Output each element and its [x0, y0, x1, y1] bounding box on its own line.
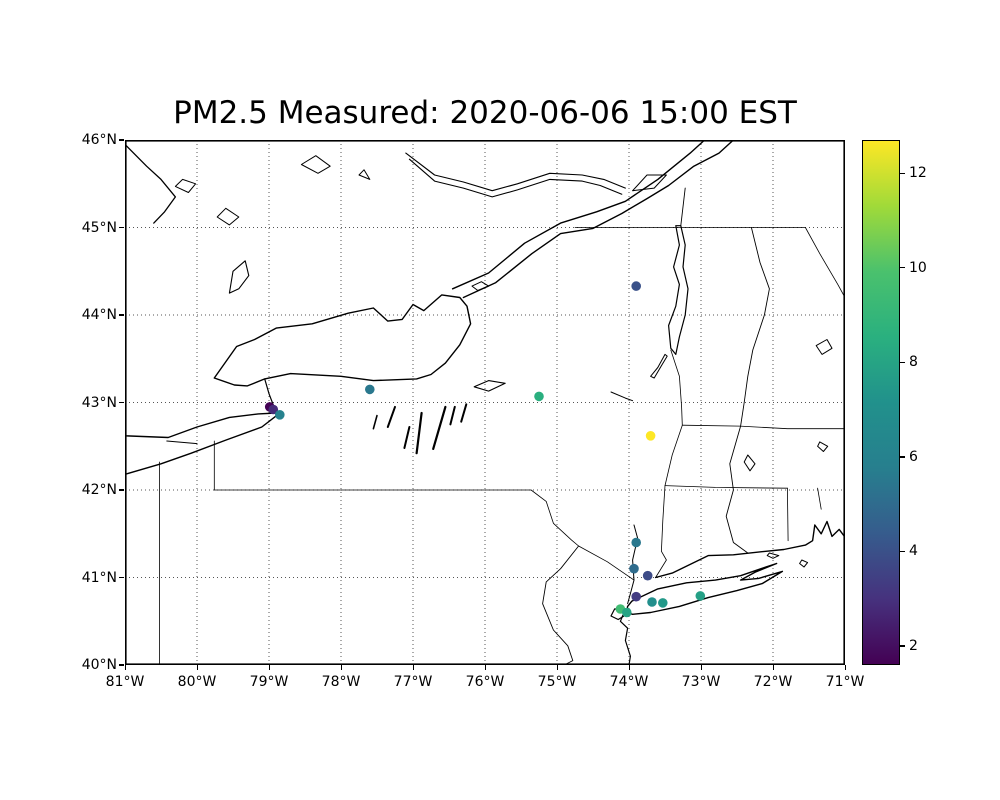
pm25-measurement-point [365, 384, 375, 395]
y-tick-label: 43°N [81, 394, 117, 411]
x-tick-label: 74°W [609, 674, 649, 690]
pm25-measurement-point [658, 598, 668, 608]
pm25-measurement-point [645, 431, 656, 441]
pm25-measurement-point [622, 607, 632, 618]
y-tick-label: 45°N [81, 219, 117, 236]
y-tick-label: 42°N [81, 482, 117, 498]
x-tick-label: 77°W [393, 674, 433, 690]
colorbar [862, 140, 900, 665]
pm25-measurement-point [631, 591, 641, 602]
x-tick-label: 76°W [465, 674, 505, 690]
pm25-measurement-point [268, 404, 279, 415]
y-tick-mark [119, 664, 124, 666]
x-tick-mark [341, 665, 343, 670]
y-tick-mark [119, 226, 124, 229]
x-tick-mark [485, 665, 487, 670]
x-tick-mark [269, 665, 271, 670]
colorbar-tick-mark [900, 172, 905, 174]
y-tick-label: 46°N [81, 132, 117, 148]
pm25-measurement-point [631, 537, 641, 548]
x-tick-label: 71°W [825, 674, 865, 690]
x-tick-mark [125, 665, 127, 670]
y-tick-label: 41°N [81, 569, 117, 586]
colorbar-tick-mark [900, 456, 905, 458]
colorbar-tick-mark [900, 361, 905, 363]
y-tick-mark [119, 576, 124, 579]
colorbar-tick-mark [900, 645, 905, 647]
x-tick-label: 72°W [753, 674, 793, 690]
colorbar-tick-label: 10 [909, 259, 927, 276]
pm25-measurement-point [647, 597, 657, 607]
colorbar-tick-mark [900, 550, 905, 553]
x-tick-mark [629, 665, 631, 670]
pm25-measurement-point [695, 591, 706, 601]
y-tick-mark [119, 139, 124, 141]
colorbar-tick-label: 2 [909, 638, 918, 655]
x-tick-label: 79°W [249, 674, 289, 690]
chart-title: PM2.5 Measured: 2020-06-06 15:00 EST [173, 95, 797, 131]
x-tick-mark [413, 665, 415, 670]
map-outlines [125, 140, 845, 665]
x-tick-label: 81°W [105, 674, 145, 690]
scatter-points [264, 281, 706, 618]
x-tick-mark [845, 665, 847, 670]
x-tick-mark [773, 665, 775, 670]
pm25-measurement-point [275, 410, 285, 420]
grid-lines [125, 140, 845, 665]
x-tick-label: 78°W [321, 674, 361, 690]
colorbar-tick-label: 12 [909, 165, 927, 182]
colorbar-tick-mark [900, 267, 905, 269]
map-plot [125, 140, 845, 665]
plot-border [125, 140, 845, 665]
pm25-measurement-point [642, 570, 653, 581]
x-tick-label: 73°W [681, 674, 721, 690]
map-canvas [125, 140, 845, 665]
y-tick-label: 40°N [81, 657, 117, 673]
pm25-measurement-point [629, 563, 639, 574]
x-tick-label: 75°W [537, 674, 577, 690]
x-tick-mark [197, 665, 199, 670]
x-tick-mark [701, 665, 703, 670]
colorbar-tick-label: 6 [909, 448, 918, 465]
colorbar-tick-label: 4 [909, 543, 918, 560]
y-tick-mark [119, 314, 124, 316]
pm25-measurement-point [534, 391, 544, 402]
y-tick-label: 44°N [81, 307, 117, 323]
y-tick-mark [119, 401, 124, 404]
colorbar-tick-label: 8 [909, 354, 918, 371]
y-tick-mark [119, 489, 124, 491]
x-tick-label: 80°W [177, 674, 217, 690]
pm25-measurement-point [631, 281, 641, 291]
x-tick-mark [557, 665, 559, 670]
colorbar-gradient [863, 141, 899, 664]
